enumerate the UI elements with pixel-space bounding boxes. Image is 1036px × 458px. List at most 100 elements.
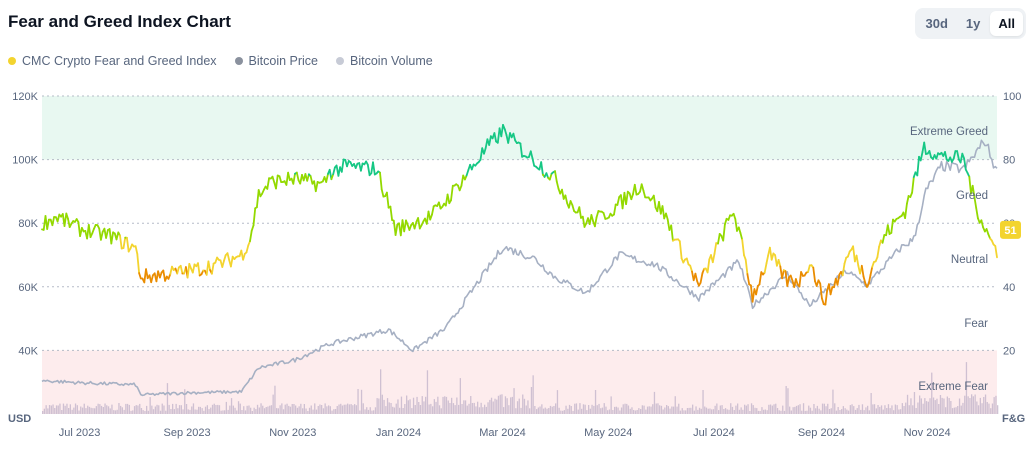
volume-bar <box>953 407 955 414</box>
volume-bar <box>769 404 772 414</box>
fear-greed-segment <box>245 244 250 254</box>
range-button-1y[interactable]: 1y <box>965 16 981 31</box>
volume-bar <box>652 404 654 414</box>
volume-bar <box>432 406 434 414</box>
volume-bar <box>854 409 857 414</box>
volume-bar <box>620 407 623 414</box>
volume-bar <box>787 388 789 414</box>
volume-bar <box>669 408 671 414</box>
range-button-30d[interactable]: 30d <box>925 16 948 31</box>
volume-bar <box>310 405 312 414</box>
fear-greed-segment <box>795 278 799 286</box>
volume-bar <box>470 396 472 414</box>
volume-bar <box>733 410 735 414</box>
volume-bar <box>192 403 195 414</box>
volume-bar <box>217 404 219 414</box>
fear-greed-segment <box>739 232 744 241</box>
volume-bar <box>584 404 586 414</box>
volume-bar <box>794 406 796 414</box>
fear-greed-segment <box>564 194 569 205</box>
volume-bar <box>128 404 130 414</box>
volume-bar <box>359 410 361 414</box>
volume-bar <box>66 403 68 414</box>
volume-bar <box>612 410 614 414</box>
volume-bar <box>634 410 637 414</box>
volume-bar <box>792 407 794 414</box>
volume-bar <box>158 405 160 414</box>
volume-bar <box>858 404 860 414</box>
volume-bar <box>107 406 110 414</box>
volume-bar <box>972 396 974 414</box>
fear-greed-segment <box>916 155 920 177</box>
fear-greed-segment <box>640 183 645 192</box>
volume-bar <box>411 408 413 414</box>
volume-bar <box>308 407 311 414</box>
range-button-all[interactable]: All <box>990 11 1023 36</box>
volume-bar <box>100 405 103 414</box>
volume-bar <box>636 410 638 414</box>
volume-bar <box>444 396 446 414</box>
volume-bar <box>489 399 491 414</box>
fear-greed-segment <box>956 150 960 161</box>
volume-bar <box>90 407 92 414</box>
volume-bar <box>731 406 734 414</box>
volume-bar <box>754 407 756 414</box>
volume-bar <box>761 407 763 414</box>
fear-greed-segment <box>807 264 811 273</box>
volume-bar <box>513 388 515 414</box>
fear-greed-segment <box>503 128 508 137</box>
volume-bar <box>726 409 728 414</box>
volume-bar <box>974 394 976 414</box>
fear-greed-segment <box>595 210 600 219</box>
legend-item-bitcoin-price[interactable]: Bitcoin Price <box>234 54 318 68</box>
volume-bar <box>672 406 675 414</box>
volume-bar <box>844 408 846 414</box>
volume-bar <box>126 403 129 414</box>
fear-greed-segment <box>812 266 816 283</box>
volume-bar <box>879 406 881 414</box>
volume-bar <box>582 404 585 414</box>
fear-greed-segment <box>250 224 255 232</box>
volume-bar <box>458 404 460 414</box>
volume-bar <box>816 405 818 414</box>
volume-bar <box>490 397 493 414</box>
zone-labels: Extreme Greed Greed Neutral Fear Extreme Fea… <box>910 126 988 393</box>
volume-bar <box>293 404 295 414</box>
fear-greed-segment <box>781 269 785 280</box>
volume-bar <box>473 402 475 414</box>
volume-bar <box>835 410 838 414</box>
fear-greed-segment <box>724 217 728 226</box>
volume-bar <box>251 411 253 414</box>
fear-greed-segment <box>836 273 841 286</box>
fear-greed-segment <box>980 219 984 229</box>
volume-bar <box>563 410 565 414</box>
volume-bar <box>211 404 214 414</box>
volume-bar <box>887 404 890 414</box>
volume-bar <box>204 406 207 414</box>
volume-bar <box>321 405 323 414</box>
legend-item-bitcoin-volume[interactable]: Bitcoin Volume <box>336 54 433 68</box>
volume-bar <box>882 409 884 414</box>
volume-bar <box>619 410 621 414</box>
volume-bar <box>802 403 805 414</box>
volume-bar <box>763 409 765 414</box>
fear-greed-segment <box>403 219 407 233</box>
volume-bar <box>317 406 319 414</box>
fear-greed-segment <box>540 161 544 176</box>
volume-bar <box>971 394 973 414</box>
volume-bar <box>250 407 252 414</box>
volume-bar <box>872 404 874 414</box>
fear-greed-segment <box>561 188 565 200</box>
volume-bar <box>730 403 732 414</box>
volume-bar <box>406 395 408 414</box>
legend-item-fear-greed[interactable]: CMC Crypto Fear and Greed Index <box>8 54 217 68</box>
fear-greed-segment <box>150 274 154 284</box>
volume-bar <box>991 403 994 414</box>
volume-bar <box>622 404 624 414</box>
volume-bar <box>714 405 716 414</box>
volume-bar <box>615 406 617 414</box>
fear-greed-segment <box>176 266 180 275</box>
volume-bar <box>537 407 539 414</box>
volume-bar <box>598 403 600 414</box>
